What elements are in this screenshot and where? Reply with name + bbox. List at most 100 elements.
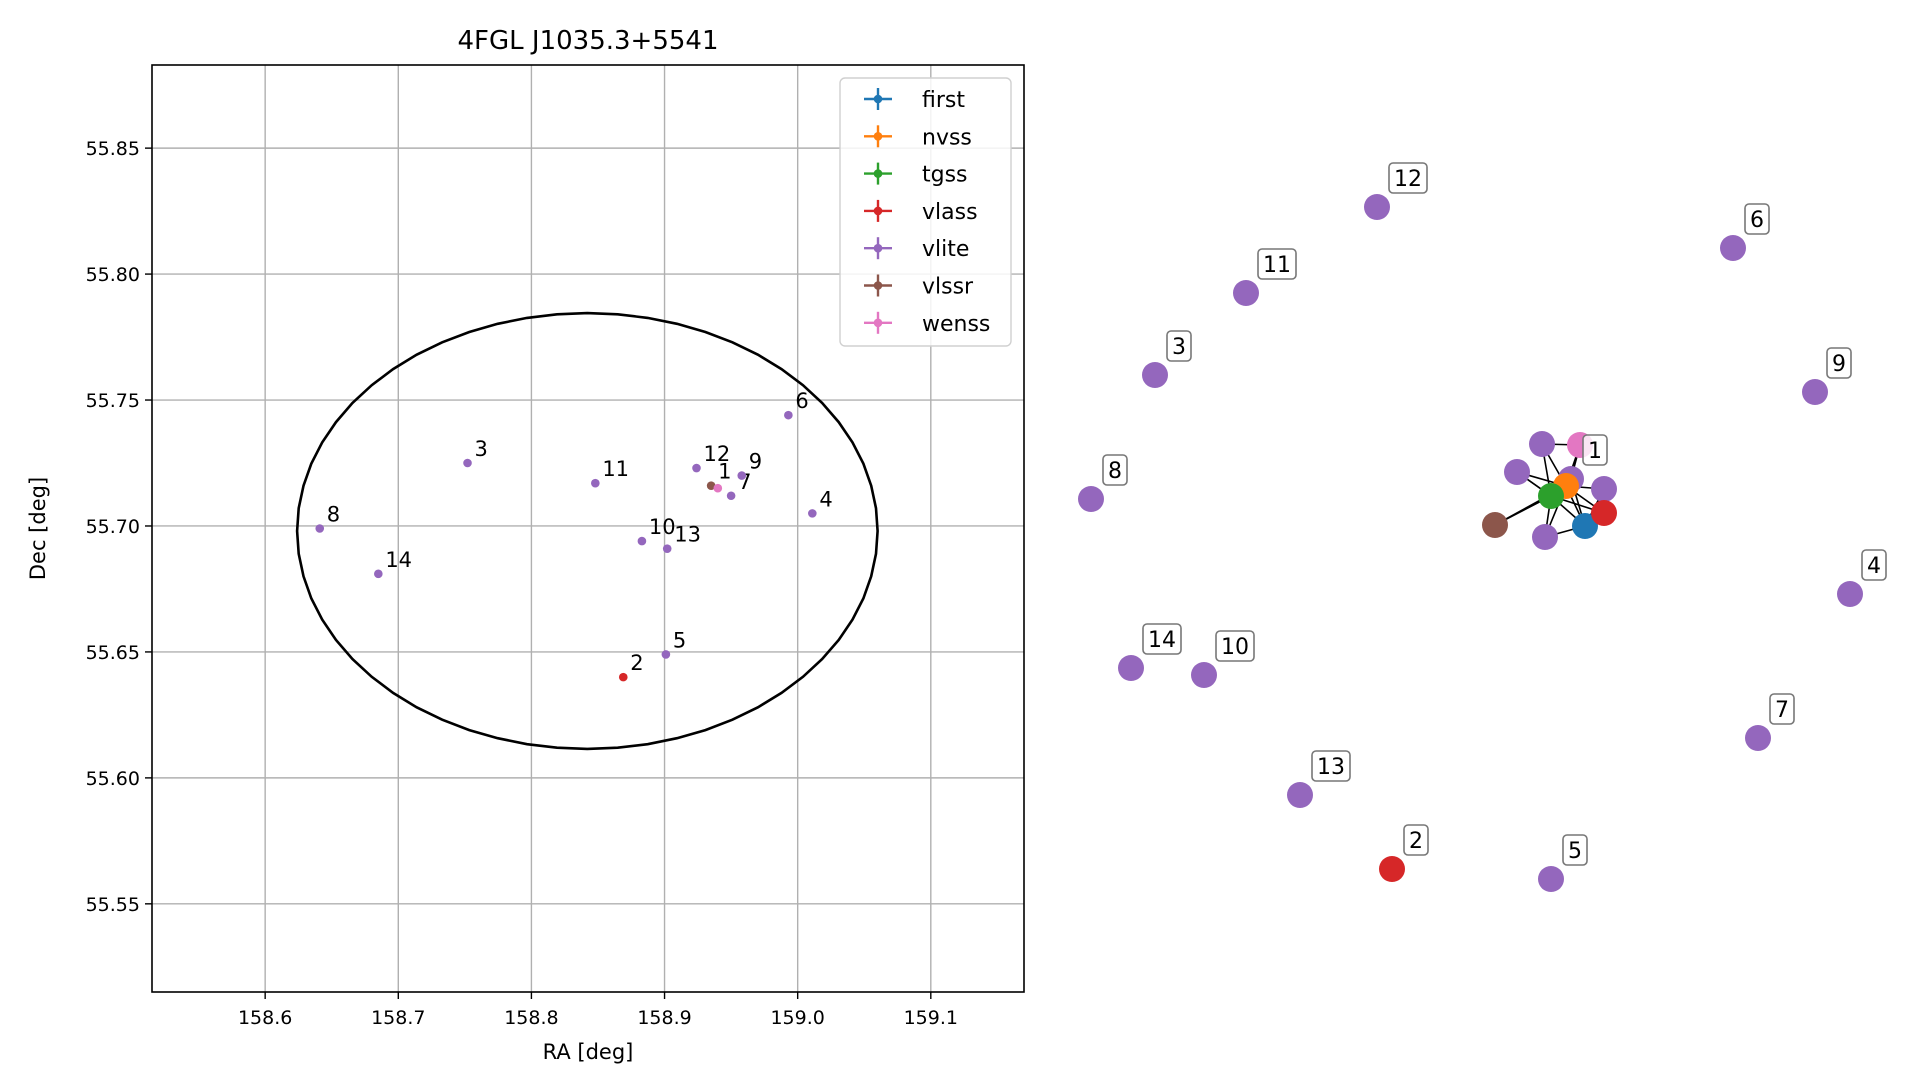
legend-marker-dot: [873, 94, 883, 104]
node-label-box: [1257, 248, 1297, 280]
plot-frame: [151, 64, 1025, 993]
network-node: [1364, 194, 1390, 220]
y-tick-label: 55.80: [86, 264, 140, 286]
node-label-text: 1: [1588, 439, 1602, 464]
x-tick-label: 159.1: [904, 1007, 958, 1029]
network-node: [1482, 512, 1508, 538]
network-node: [1504, 459, 1530, 485]
node-label: 10: [1215, 630, 1255, 662]
node-label-box: [1388, 162, 1428, 194]
legend-label: vlssr: [922, 275, 974, 300]
legend-entry-vlite: vlite: [864, 237, 969, 262]
point-label: 10: [649, 515, 676, 539]
legend: first nvss tgss vlass vlite vlssr wenss: [839, 77, 1012, 347]
point-label: 3: [475, 437, 488, 461]
y-tick-label: 55.85: [86, 138, 140, 160]
data-point-vlite: [726, 491, 736, 501]
node-label-text: 9: [1832, 352, 1846, 377]
node-label: 6: [1744, 203, 1770, 235]
y-tick-label: 55.70: [86, 516, 140, 538]
point-label: 11: [602, 457, 629, 481]
x-tick-label: 158.6: [238, 1007, 292, 1029]
legend-label: tgss: [922, 163, 968, 188]
network-node: [1591, 500, 1617, 526]
node-label: 8: [1102, 454, 1128, 486]
node-label-box: [1311, 750, 1351, 782]
network-node: [1572, 513, 1598, 539]
point-label: 13: [674, 523, 701, 547]
point-label: 12: [704, 442, 731, 466]
point-label: 6: [795, 389, 808, 413]
y-tick-label: 55.60: [86, 768, 140, 790]
network-node: [1191, 662, 1217, 688]
chart-title: 4FGL J1035.3+5541: [458, 26, 719, 56]
error-ellipse: [295, 311, 879, 751]
node-label: 7: [1769, 693, 1795, 725]
data-point-vlite: [374, 569, 383, 579]
data-point-vlite: [662, 544, 672, 553]
node-label-text: 2: [1409, 829, 1423, 854]
node-label-box: [1769, 693, 1795, 725]
node-label: 13: [1311, 750, 1351, 782]
legend-entry-first: first: [864, 88, 965, 113]
legend-marker-dot: [873, 318, 883, 328]
x-axis-label: RA [deg]: [543, 1040, 634, 1064]
network-node: [1142, 362, 1168, 388]
node-label-box: [1582, 434, 1608, 466]
x-tick-label: 159.0: [770, 1007, 824, 1029]
x-tick-label: 158.9: [637, 1007, 691, 1029]
network-node: [1529, 431, 1555, 457]
data-point-wenss: [713, 483, 723, 493]
node-label-text: 4: [1867, 554, 1881, 579]
data-point-vlite: [661, 650, 671, 659]
data-point-vlass: [618, 672, 628, 682]
node-label-box: [1562, 834, 1588, 866]
node-label-text: 6: [1750, 208, 1764, 233]
node-label-box: [1826, 347, 1852, 379]
node-label-box: [1166, 330, 1192, 362]
node-label-box: [1744, 203, 1770, 235]
data-point-vlite: [315, 524, 325, 533]
data-point-vlite: [692, 463, 701, 473]
legend-box: [839, 77, 1012, 347]
legend-label: vlass: [922, 200, 978, 225]
node-label-box: [1215, 630, 1255, 662]
point-label: 5: [673, 628, 686, 652]
legend-marker-dot: [873, 132, 883, 141]
x-tick-label: 158.8: [504, 1007, 558, 1029]
legend-marker-dot: [873, 243, 883, 253]
network-node: [1118, 655, 1144, 681]
node-label: 9: [1826, 347, 1852, 379]
node-label-text: 12: [1394, 167, 1422, 192]
legend-label: first: [922, 88, 965, 113]
point-label: 9: [749, 450, 762, 474]
legend-entry-nvss: nvss: [864, 125, 972, 150]
node-label: 5: [1562, 834, 1588, 866]
network-node: [1591, 476, 1617, 502]
node-label-text: 8: [1108, 459, 1122, 484]
node-label-text: 13: [1317, 755, 1345, 780]
node-label-text: 14: [1148, 628, 1176, 653]
y-axis-label: Dec [deg]: [26, 477, 50, 580]
node-label-box: [1861, 549, 1887, 581]
legend-entry-wenss: wenss: [864, 311, 990, 337]
network-node: [1802, 379, 1828, 405]
network-node: [1287, 782, 1313, 808]
point-label: 1: [718, 460, 731, 484]
legend-label: nvss: [922, 125, 972, 150]
legend-marker-dot: [873, 281, 883, 290]
legend-entry-tgss: tgss: [864, 162, 968, 188]
data-point-vlite: [463, 458, 472, 468]
data-point-vlite: [784, 410, 793, 420]
data-point-vlite: [808, 509, 817, 518]
legend-marker-dot: [873, 206, 883, 216]
node-label-text: 10: [1221, 635, 1249, 660]
node-label: 4: [1861, 549, 1887, 581]
point-label: 14: [385, 548, 412, 572]
network-node: [1538, 483, 1564, 509]
